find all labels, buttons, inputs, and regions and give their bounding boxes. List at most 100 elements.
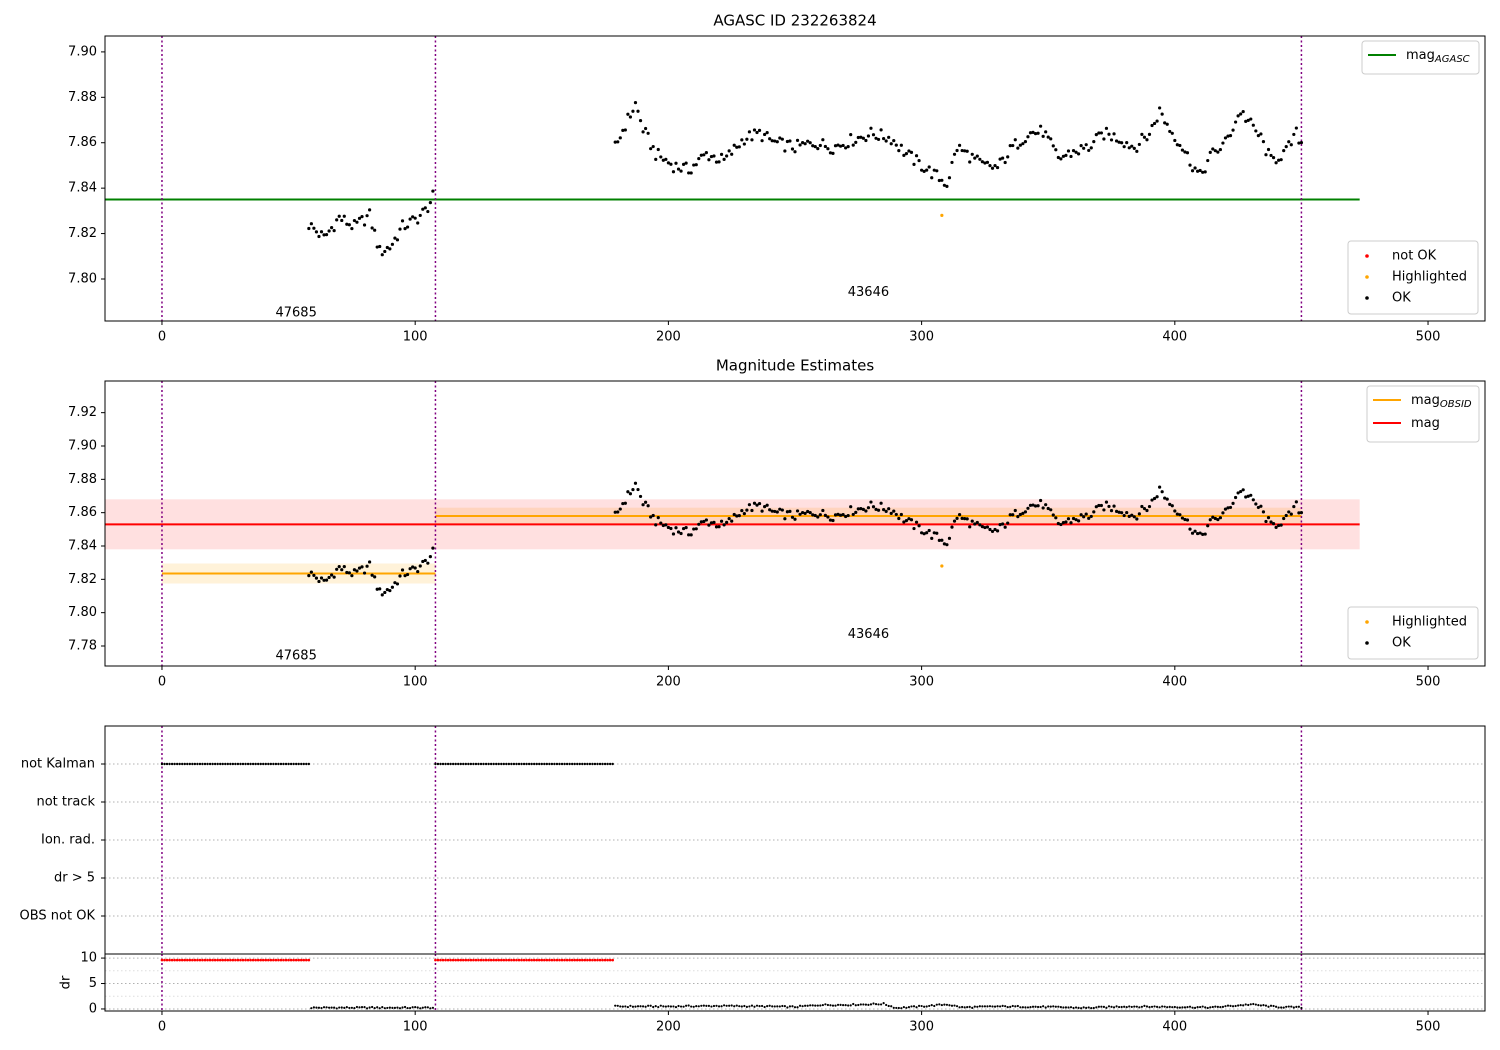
ok-point <box>1244 495 1248 499</box>
ok-point <box>876 508 881 512</box>
dr-ok-point <box>353 1006 356 1010</box>
dr-not-ok-point <box>570 958 574 962</box>
dr-ok-point <box>644 1005 647 1008</box>
flag-point <box>444 762 447 766</box>
ok-point <box>722 523 726 527</box>
dr-ok-point <box>614 1004 617 1007</box>
ok-point <box>413 216 417 220</box>
flag-point <box>553 762 556 766</box>
dr-not-ok-point <box>545 958 549 962</box>
ok-point <box>702 153 706 157</box>
dr-not-ok-point <box>256 958 260 962</box>
ok-point <box>1279 523 1283 527</box>
ok-point <box>937 538 941 542</box>
flag-point <box>578 762 581 766</box>
ok-point <box>679 169 683 173</box>
ok-point <box>1006 521 1010 525</box>
dr-ok-point <box>720 1005 723 1008</box>
dr-ok-point <box>312 1006 315 1009</box>
dr-ok-point <box>1267 1005 1270 1008</box>
flag-point <box>259 762 262 766</box>
flag-category-label: OBS not OK <box>20 909 96 924</box>
ok-point <box>742 512 746 516</box>
dr-ok-point <box>1199 1005 1202 1009</box>
ok-point <box>689 533 693 537</box>
ok-point <box>1140 132 1144 136</box>
ok-point <box>1120 511 1124 515</box>
dr-ok-point <box>930 1004 933 1007</box>
dr-ok-point <box>398 1007 402 1010</box>
ok-point <box>664 523 668 527</box>
ok-point <box>793 150 797 154</box>
dr-ok-point <box>925 1005 928 1008</box>
dr-ok-point <box>1214 1005 1217 1008</box>
dr-not-ok-point <box>573 958 577 962</box>
dr-ok-point <box>862 1003 865 1006</box>
ok-point <box>704 151 708 155</box>
dr-ok-point <box>826 1003 830 1007</box>
ok-point <box>778 507 782 511</box>
dr-ok-point <box>1186 1006 1189 1009</box>
dr-ok-point <box>796 1006 799 1009</box>
ok-point <box>360 565 364 569</box>
dr-not-ok-point <box>593 958 597 962</box>
dr-ok-point <box>1269 1004 1273 1007</box>
flag-point <box>484 762 488 766</box>
dr-ok-point <box>396 1006 399 1009</box>
ok-point <box>1117 140 1121 144</box>
dr-ok-point <box>340 1006 343 1009</box>
dr-ok-point <box>672 1005 675 1008</box>
dr-ok-point <box>416 1006 419 1009</box>
dr-ok-point <box>778 1005 781 1008</box>
dr-ok-point <box>892 1006 895 1009</box>
ok-point <box>1026 506 1030 510</box>
ok-point <box>1132 146 1136 150</box>
ok-point <box>1102 508 1106 512</box>
ok-point <box>813 145 817 149</box>
ok-point <box>861 507 865 511</box>
dr-ok-point <box>1021 1006 1024 1009</box>
ok-point <box>1079 513 1083 517</box>
ok-point <box>1008 144 1012 148</box>
ok-point <box>327 229 331 233</box>
dr-ok-point <box>1193 1006 1197 1010</box>
ok-point <box>373 228 377 232</box>
ok-point <box>775 510 779 514</box>
ok-point <box>388 247 392 251</box>
ok-point <box>947 176 952 180</box>
flag-point <box>593 762 597 766</box>
ok-point <box>1158 485 1162 489</box>
flag-point <box>262 762 265 766</box>
ok-point <box>1216 517 1220 522</box>
flag-point <box>522 762 526 766</box>
dr-ok-point <box>768 1004 771 1007</box>
ok-point <box>841 513 845 517</box>
x-tick-label: 0 <box>158 330 166 345</box>
dr-ok-point <box>885 1003 888 1007</box>
dr-ok-point <box>973 1005 976 1008</box>
ok-point <box>385 245 389 250</box>
x-tick-label: 400 <box>1162 1020 1187 1035</box>
dr-ok-point <box>783 1004 786 1008</box>
dr-not-ok-point <box>251 958 255 962</box>
ok-point <box>1114 139 1119 143</box>
ok-point <box>352 218 357 223</box>
dr-ok-point <box>330 1006 333 1009</box>
ok-point <box>719 519 724 523</box>
ok-point <box>1125 141 1129 145</box>
dr-ok-point <box>879 1003 883 1006</box>
ok-point <box>337 214 341 218</box>
dr-ok-point <box>1285 1005 1288 1008</box>
dr-not-ok-point <box>550 958 554 962</box>
ok-point <box>1185 151 1190 155</box>
ok-point <box>806 139 810 143</box>
ok-point <box>1213 149 1217 153</box>
ok-point <box>889 142 893 146</box>
dr-ok-point <box>1234 1004 1237 1008</box>
ok-point <box>646 504 650 508</box>
dr-ok-point <box>1140 1005 1143 1008</box>
dr-ok-point <box>629 1004 632 1007</box>
ok-point <box>818 143 822 148</box>
flag-point <box>160 762 164 766</box>
dr-not-ok-point <box>487 958 490 962</box>
